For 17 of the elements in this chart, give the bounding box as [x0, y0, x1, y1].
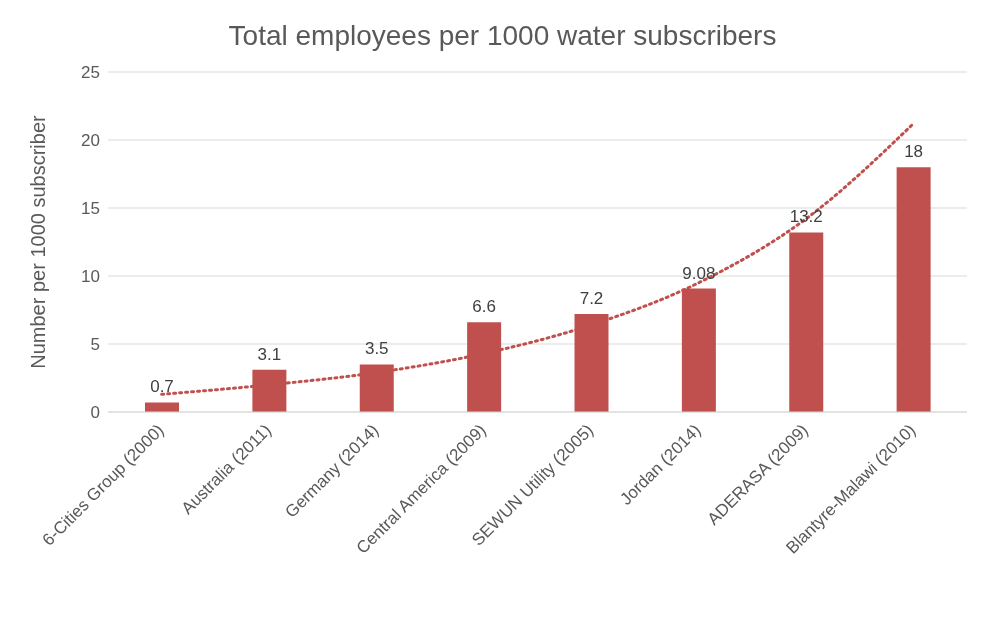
bar: [896, 167, 931, 412]
y-axis-title: Number per 1000 subscriber: [27, 114, 50, 369]
chart-title: Total employees per 1000 water subscribers: [227, 20, 778, 52]
y-tick-label: 15: [81, 199, 100, 219]
y-tick-label: 10: [81, 267, 100, 287]
data-label: 9.08: [682, 263, 716, 283]
y-tick-label: 25: [81, 63, 100, 83]
data-label: 7.2: [579, 289, 604, 309]
data-label: 3.5: [364, 339, 389, 359]
data-label: 3.1: [257, 344, 282, 364]
y-tick-label: 0: [90, 403, 100, 423]
y-tick-label: 20: [81, 131, 100, 151]
y-tick-label: 5: [90, 335, 100, 355]
data-label: 18: [904, 142, 924, 162]
bar: [145, 402, 179, 412]
data-label: 6.6: [472, 297, 496, 317]
data-label: 0.7: [150, 377, 174, 397]
